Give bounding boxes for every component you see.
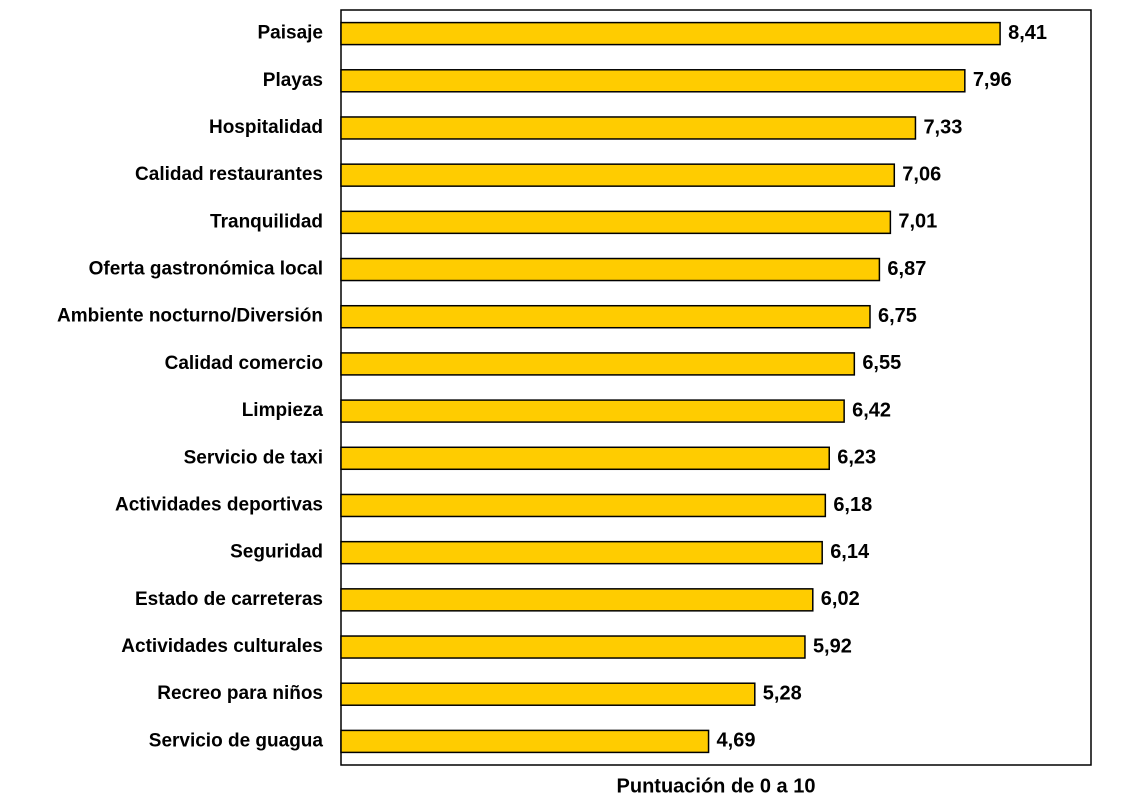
data-label: 4,69: [717, 730, 756, 752]
data-label: 5,92: [813, 635, 852, 657]
data-label: 6,14: [830, 541, 870, 563]
bar: [340, 682, 756, 706]
data-label: 7,33: [923, 116, 962, 138]
bar: [340, 116, 917, 140]
data-label: 7,01: [898, 211, 937, 233]
y-tick-label: Playas: [263, 70, 323, 91]
y-tick-label: Calidad comercio: [165, 353, 323, 374]
data-label: 7,06: [902, 163, 941, 185]
y-tick-label: Calidad restaurantes: [135, 164, 323, 185]
y-tick-label: Actividades deportivas: [115, 494, 323, 515]
y-tick-label: Actividades culturales: [121, 636, 323, 657]
y-tick-label: Hospitalidad: [209, 117, 323, 138]
bar: [340, 540, 823, 565]
y-tick-label: Recreo para niños: [157, 683, 323, 704]
bar: [340, 352, 856, 376]
data-label: 5,28: [763, 683, 802, 705]
bar: [340, 69, 966, 93]
data-label: 6,02: [821, 588, 860, 610]
y-tick-label: Seguridad: [230, 542, 323, 563]
data-label: 6,75: [878, 305, 917, 327]
bar: [340, 493, 827, 518]
bar: [340, 729, 710, 754]
y-tick-label: Ambiente nocturno/Diversión: [57, 306, 323, 327]
plot-frame: [340, 9, 1092, 766]
bar: [340, 257, 881, 282]
y-tick-label: Estado de carreteras: [135, 589, 323, 610]
bar: [340, 304, 871, 329]
bar: [340, 446, 830, 471]
data-label: 6,23: [837, 447, 876, 469]
data-label: 6,55: [862, 352, 901, 374]
y-tick-label: Servicio de taxi: [184, 447, 323, 468]
data-label: 6,18: [833, 494, 872, 516]
data-label: 7,96: [973, 69, 1012, 91]
bar: [340, 21, 1001, 46]
bar: [340, 399, 845, 423]
bar: [340, 635, 806, 659]
data-label: 6,87: [887, 258, 926, 280]
y-tick-label: Limpieza: [242, 400, 324, 421]
data-label: 8,41: [1008, 22, 1047, 44]
data-label: 6,42: [852, 399, 891, 421]
y-tick-label: Paisaje: [258, 23, 324, 44]
y-tick-label: Tranquilidad: [210, 211, 323, 232]
x-axis-label: Puntuación de 0 a 10: [617, 775, 816, 797]
y-tick-label: Servicio de guagua: [149, 730, 324, 751]
y-tick-label: Oferta gastronómica local: [89, 259, 323, 280]
bar: [340, 588, 814, 612]
bar: [340, 210, 892, 235]
bar: [340, 163, 896, 187]
